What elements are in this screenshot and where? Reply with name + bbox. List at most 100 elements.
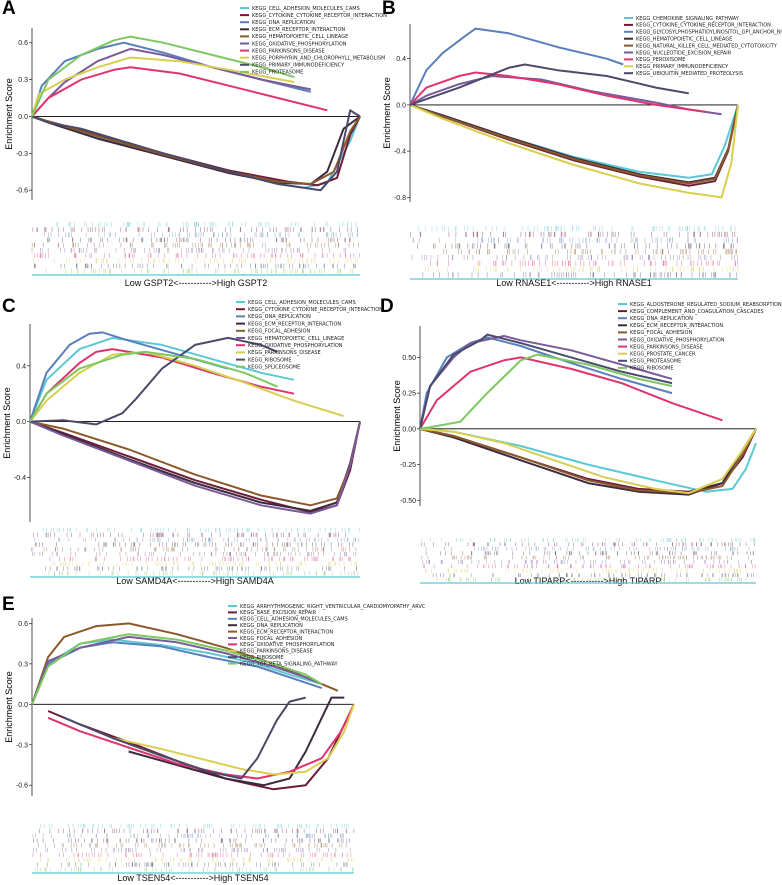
y-tick-label: -0.4 — [14, 475, 26, 482]
series-line — [31, 115, 361, 185]
y-tick-label: -0.50 — [400, 498, 416, 505]
series-line — [419, 427, 757, 495]
series-line — [31, 635, 323, 705]
panel-b: B 0.4 0.0 -0.4 -0.8 Enrichment Score KEGG_CHE… — [372, 0, 782, 290]
y-tick-label: 0.0 — [18, 702, 28, 709]
legend-entry: KEGG_RIBOSOME — [630, 366, 674, 372]
legend-entry: KEGG_CELL_ADHESION_MOLECULES_CAMS — [252, 6, 360, 12]
series-line — [47, 703, 355, 780]
y-tick-label: -0.4 — [394, 149, 406, 156]
series-line — [419, 333, 673, 430]
series-line — [409, 27, 624, 106]
legend-entry: KEGG_FOCAL_ADHESION — [248, 329, 310, 335]
gsea-plot: 0.50 0.25 0.00 -0.25 -0.50 Enrichment Score KE… — [392, 302, 782, 586]
gsea-plot: 0.6 0.3 0.0 -0.3 -0.6 Enrichment Score KEGG_AR… — [4, 604, 426, 883]
series-line — [47, 703, 355, 791]
series-line — [409, 103, 739, 187]
x-axis-label: Low TIPARP<----------->High TIPARP — [515, 576, 662, 586]
series-line — [419, 427, 757, 495]
gsea-plot: 0.4 0.0 -0.4 Enrichment Score KEGG_CELL_ADHE… — [2, 300, 383, 586]
y-axis-label: Enrichment Score — [392, 380, 402, 452]
legend-entry: KEGG_PARKINSONS_DISEASE — [630, 344, 703, 350]
legend-entry: KEGG_ECM_RECEPTOR_INTERACTION — [630, 323, 723, 329]
series-line — [29, 331, 229, 422]
y-tick-label: 0.50 — [402, 355, 416, 362]
legend-entry: KEGG_PORPHYRIN_AND_CHLOROPHYLL_METABOLIS… — [252, 56, 385, 62]
panel-label: C — [2, 296, 16, 317]
legend-entry: KEGG_PROSTATE_CANCER — [630, 352, 696, 358]
series-line — [29, 420, 361, 515]
legend-entry: KEGG_NATURAL_KILLER_CELL_MEDIATED_CYTOTO… — [636, 43, 778, 49]
legend-entry: KEGG_RIBOSOME — [240, 655, 284, 661]
legend-entry: KEGG_DNA_REPLICATION — [240, 623, 303, 629]
legend-entry: KEGG_ECM_RECEPTOR_INTERACTION — [252, 27, 345, 33]
legend-entry: KEGG_DNA_REPLICATION — [252, 20, 315, 26]
legend-entry: KEGG_CHEMOKINE_SIGNALING_PATHWAY — [636, 16, 740, 22]
legend-entry: KEGG_PEROXISOME — [636, 57, 685, 63]
panel-a: A 0.6 0.3 0.0 -0.3 -0.6 Enrichment Score KEGG_… — [0, 0, 387, 290]
legend-entry: KEGG_OXIDATIVE_PHOSPHORYLATION — [252, 41, 347, 47]
legend-entry: KEGG_TGF_BETA_SIGNALING_PATHWAY — [240, 661, 338, 667]
y-tick-label: 0.4 — [396, 56, 406, 63]
y-tick-label: 0.6 — [18, 621, 28, 628]
series-line — [409, 103, 739, 185]
panel-d: D 0.50 0.25 0.00 -0.25 -0.50 Enrichment Score… — [372, 296, 782, 586]
legend-entry: KEGG_PRIMARY_IMMUNODEFICIENCY — [636, 64, 729, 70]
legend-entry: KEGG_DNA_REPLICATION — [248, 314, 311, 320]
legend-entry: KEGG_PARKINSONS_DISEASE — [240, 649, 313, 655]
legend-entry: KEGG_PARKINSONS_DISEASE — [252, 48, 325, 54]
y-tick-label: -0.3 — [16, 742, 28, 749]
legend-entry: KEGG_FOCAL_ADHESION — [630, 330, 692, 336]
series-line — [31, 35, 295, 117]
legend-entry: KEGG_PROTEASOME — [630, 359, 681, 365]
y-axis-label: Enrichment Score — [4, 671, 14, 743]
legend-entry: KEGG_OXIDATIVE_PHOSPHORYLATION — [248, 343, 343, 349]
series-line — [29, 420, 361, 514]
legend-entry: KEGG_COMPLEMENT_AND_COAGULATION_CASCADES — [630, 309, 764, 315]
y-tick-label: 0.0 — [18, 114, 28, 121]
series-line — [29, 420, 361, 512]
x-axis-label: Low SAMD4A<----------->High SAMD4A — [116, 576, 274, 586]
series-line — [419, 353, 673, 430]
legend-entry: KEGG_PARKINSONS_DISEASE — [248, 350, 321, 356]
series-line — [29, 350, 344, 423]
y-tick-label: 0.25 — [402, 391, 416, 398]
legend-entry: KEGG_FOCAL_ADHESION — [240, 636, 302, 642]
panel-label: B — [382, 0, 396, 19]
series-line — [29, 420, 361, 507]
y-tick-label: 0.0 — [16, 419, 26, 426]
panel-label: D — [380, 296, 394, 317]
y-tick-label: -0.25 — [400, 462, 416, 469]
series-line — [63, 696, 306, 780]
series-line — [419, 356, 723, 430]
legend-entry: KEGG_PRIMARY_IMMUNODEFICIENCY — [252, 63, 345, 69]
legend-entry: KEGG_GLYCOSYLPHOSPHATIDYLINOSITOL_GPI_AN… — [636, 30, 782, 36]
legend-entry: KEGG_UBIQUITIN_MEDIATED_PROTEOLYSIS — [636, 71, 743, 77]
legend-entry: KEGG_BASE_EXCISION_REPAIR — [240, 610, 317, 616]
legend-entry: KEGG_HEMATOPOIETIC_CELL_LINEAGE — [248, 336, 344, 342]
legend-entry: KEGG_NUCLEOTIDE_EXCISION_REPAIR — [636, 50, 732, 56]
series-line — [409, 103, 739, 184]
series-line — [112, 703, 355, 776]
series-line — [29, 350, 278, 423]
legend-entry: KEGG_OXIDATIVE_PHOSPHORYLATION — [240, 642, 335, 648]
legend-entry: KEGG_PROTEASOME — [252, 70, 303, 76]
x-axis-label: Low TSEN54<----------->High TSEN54 — [117, 873, 268, 883]
series-line — [31, 109, 361, 192]
y-tick-label: 0.6 — [18, 40, 28, 47]
legend-entry: KEGG_SPLICEOSOME — [248, 365, 300, 371]
series-line — [31, 115, 361, 189]
series-line — [409, 63, 689, 106]
y-tick-label: -0.8 — [394, 195, 406, 202]
series-line — [31, 622, 339, 705]
series-line — [409, 103, 739, 199]
panel-e: E 0.6 0.3 0.0 -0.3 -0.6 Enrichment Score KEGG_… — [0, 594, 426, 885]
series-line — [31, 633, 323, 705]
series-line — [29, 336, 278, 426]
series-line — [409, 103, 739, 179]
y-axis-label: Enrichment Score — [4, 78, 14, 150]
legend-entry: KEGG_HEMATOPOIETIC_CELL_LINEAGE — [252, 34, 348, 40]
x-axis-label: Low RNASE1<----------->High RNASE1 — [496, 278, 652, 288]
y-tick-label: -0.6 — [16, 783, 28, 790]
y-axis-label: Enrichment Score — [2, 387, 12, 459]
